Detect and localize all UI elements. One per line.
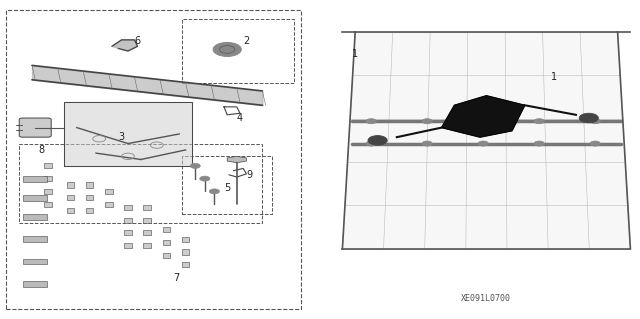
Polygon shape [112, 40, 138, 51]
Circle shape [478, 119, 488, 124]
FancyBboxPatch shape [143, 230, 151, 235]
Text: 6: 6 [134, 36, 141, 47]
FancyBboxPatch shape [124, 230, 132, 235]
FancyBboxPatch shape [163, 253, 170, 258]
FancyBboxPatch shape [23, 195, 47, 201]
FancyBboxPatch shape [124, 243, 132, 248]
Text: 9: 9 [246, 170, 253, 181]
FancyBboxPatch shape [105, 189, 113, 194]
FancyBboxPatch shape [44, 163, 52, 168]
FancyBboxPatch shape [143, 243, 151, 248]
FancyBboxPatch shape [19, 118, 51, 137]
FancyBboxPatch shape [143, 205, 151, 210]
Circle shape [422, 141, 433, 146]
Text: 4: 4 [237, 113, 243, 123]
Text: 8: 8 [38, 145, 45, 155]
FancyBboxPatch shape [182, 249, 189, 255]
FancyBboxPatch shape [182, 262, 189, 267]
FancyBboxPatch shape [23, 236, 47, 242]
FancyBboxPatch shape [44, 176, 52, 181]
FancyBboxPatch shape [105, 202, 113, 207]
FancyBboxPatch shape [23, 281, 47, 287]
FancyBboxPatch shape [67, 195, 74, 200]
Polygon shape [342, 32, 630, 249]
FancyBboxPatch shape [23, 176, 47, 182]
Circle shape [213, 42, 241, 56]
Circle shape [366, 141, 376, 146]
Circle shape [590, 141, 600, 146]
FancyBboxPatch shape [86, 182, 93, 188]
FancyBboxPatch shape [86, 195, 93, 200]
Circle shape [478, 141, 488, 146]
Circle shape [579, 113, 598, 123]
FancyBboxPatch shape [67, 182, 74, 188]
Polygon shape [442, 96, 525, 137]
FancyBboxPatch shape [44, 189, 52, 194]
Circle shape [368, 136, 387, 145]
Circle shape [209, 189, 220, 194]
FancyBboxPatch shape [143, 218, 151, 223]
Circle shape [534, 119, 545, 124]
Text: 2: 2 [243, 36, 250, 47]
FancyBboxPatch shape [67, 208, 74, 213]
FancyBboxPatch shape [163, 240, 170, 245]
FancyBboxPatch shape [23, 259, 47, 264]
FancyBboxPatch shape [124, 205, 132, 210]
Circle shape [590, 119, 600, 124]
Circle shape [534, 141, 545, 146]
Text: 3: 3 [118, 132, 125, 142]
Circle shape [366, 119, 376, 124]
FancyBboxPatch shape [124, 218, 132, 223]
Polygon shape [64, 102, 192, 166]
Text: 1: 1 [352, 49, 358, 59]
Text: 7: 7 [173, 272, 179, 283]
Circle shape [200, 176, 210, 181]
FancyBboxPatch shape [86, 208, 93, 213]
Text: XE091L0700: XE091L0700 [461, 294, 511, 303]
Text: 1: 1 [550, 71, 557, 82]
FancyBboxPatch shape [163, 227, 170, 232]
FancyBboxPatch shape [23, 214, 47, 220]
Polygon shape [227, 156, 246, 163]
Text: 5: 5 [224, 183, 230, 193]
FancyBboxPatch shape [44, 202, 52, 207]
Circle shape [190, 163, 200, 168]
Circle shape [422, 119, 433, 124]
FancyBboxPatch shape [182, 237, 189, 242]
